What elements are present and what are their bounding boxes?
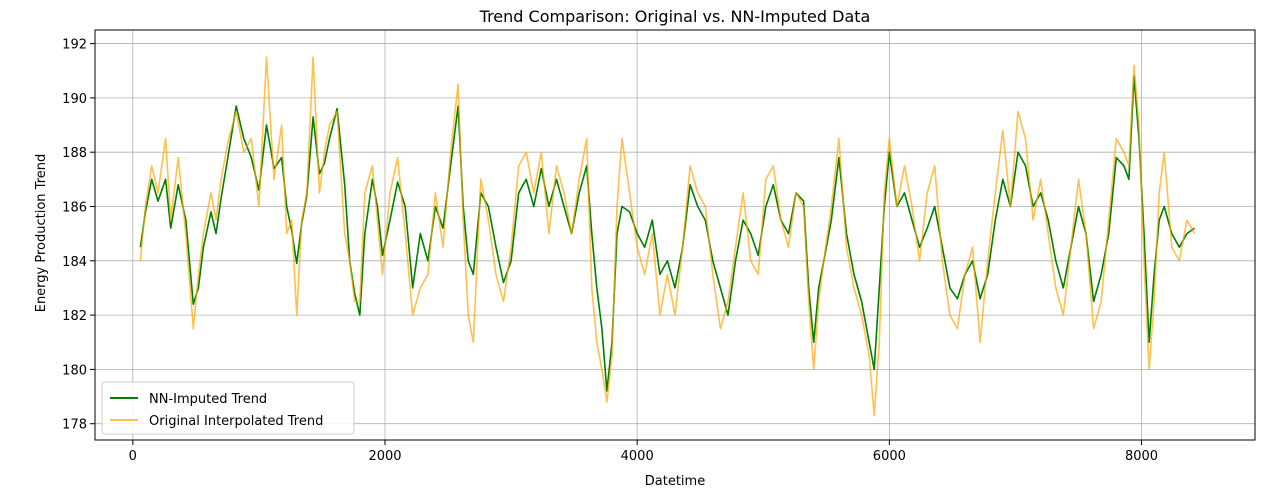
y-tick-label: 178 (62, 418, 87, 433)
x-tick-label: 6000 (873, 449, 906, 464)
x-tick-label: 4000 (621, 449, 654, 464)
y-tick-label: 184 (62, 255, 87, 270)
y-tick-label: 192 (62, 38, 87, 53)
x-axis-ticks: 0 2000 4000 6000 8000 (129, 440, 1158, 464)
y-tick-label: 180 (62, 363, 87, 378)
legend-label-0: NN-Imputed Trend (149, 392, 267, 407)
x-tick-label: 0 (129, 449, 137, 464)
chart-title: Trend Comparison: Original vs. NN-Impute… (479, 7, 871, 26)
series-layer (139, 56, 1196, 417)
legend: NN-Imputed Trend Original Interpolated Tr… (101, 381, 355, 435)
legend-label-1: Original Interpolated Trend (149, 414, 323, 429)
y-axis-ticks: 178 180 182 184 186 188 190 192 (62, 38, 95, 433)
y-tick-label: 186 (62, 200, 87, 215)
y-axis-label: Energy Production Trend (34, 154, 49, 313)
x-axis-label: Datetime (645, 474, 705, 489)
legend-box (101, 381, 355, 435)
x-tick-label: 2000 (368, 449, 401, 464)
x-tick-label: 8000 (1125, 449, 1158, 464)
y-tick-label: 182 (62, 309, 87, 324)
y-tick-label: 190 (62, 92, 87, 107)
series-line-1 (139, 56, 1196, 417)
y-tick-label: 188 (62, 146, 87, 161)
plot-area-frame (94, 29, 1256, 441)
series-line-0 (139, 75, 1195, 392)
